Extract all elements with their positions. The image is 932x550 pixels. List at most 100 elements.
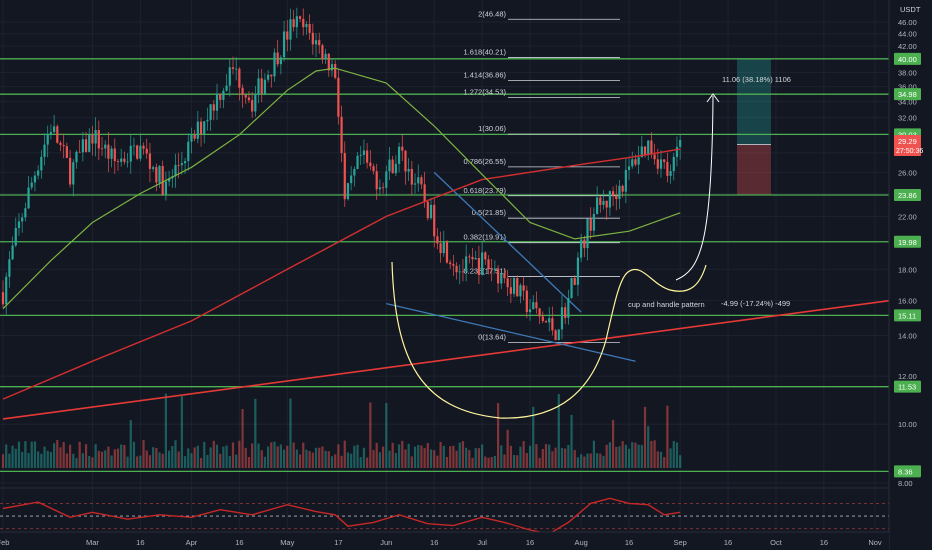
candle-body <box>152 167 155 169</box>
candle-body <box>535 302 538 309</box>
candle-body <box>653 154 656 160</box>
candle-body <box>487 259 490 270</box>
time-axis-background <box>0 532 889 550</box>
time-tick-label: 16 <box>724 538 732 547</box>
level-price-tag-label: 23.86 <box>898 191 917 200</box>
volume-bar <box>171 446 174 468</box>
volume-bar <box>145 450 148 468</box>
candle-body <box>107 144 110 159</box>
trendline-down-channel-lower[interactable] <box>386 303 636 362</box>
pattern-drawings[interactable] <box>391 93 720 419</box>
candle-body <box>461 271 465 273</box>
volume-bar <box>404 449 407 468</box>
volume-bar <box>49 452 53 468</box>
candle-body <box>263 79 267 94</box>
volume-bar <box>522 441 525 468</box>
price-axis[interactable]: 46.00 44.00 42.00 40.00 38.00 36.00 34.00 32.00… <box>888 0 932 550</box>
time-tick-label: 16 <box>430 538 438 547</box>
candle-body <box>624 169 627 192</box>
candle-body <box>238 68 241 88</box>
volume-bar <box>334 454 337 468</box>
volume-bar <box>33 441 37 468</box>
candle-body <box>375 171 378 190</box>
volume-bar <box>174 440 177 468</box>
volume-bar <box>385 402 388 468</box>
candle-body <box>334 64 337 78</box>
volume-bar <box>573 449 576 468</box>
volume-bar <box>487 457 490 468</box>
candle-body <box>209 104 212 120</box>
volume-bar <box>608 442 611 468</box>
volume-bar <box>417 445 420 468</box>
volume-bar <box>493 455 496 468</box>
candle-body <box>465 256 468 272</box>
candle-body <box>235 68 238 70</box>
volume-bar <box>426 442 429 468</box>
cup-and-handle-curve[interactable] <box>391 261 707 419</box>
candle-body <box>84 139 88 152</box>
volume-bar <box>346 452 350 468</box>
volume-bar <box>158 452 161 468</box>
volume-bar <box>104 450 107 468</box>
level-price-tag <box>894 189 921 202</box>
candle-body <box>637 157 640 165</box>
price-tick-label: 34.00 <box>898 98 917 107</box>
candle-body <box>113 148 116 162</box>
candle-body <box>279 57 282 65</box>
volume-bar <box>621 441 624 468</box>
candle-body <box>471 256 474 260</box>
fib-level-label: 1.618(40.21) <box>463 47 506 56</box>
candle-body <box>484 252 487 260</box>
price-tick-label: 36.00 <box>898 83 917 92</box>
trendlines[interactable] <box>2 171 904 420</box>
candle-body <box>672 157 675 172</box>
volume-bar <box>161 453 164 468</box>
stop-label: -4.99 (-17.24%) -499 <box>721 299 790 308</box>
volume-bar <box>120 444 123 468</box>
candle-body <box>417 177 420 184</box>
candle-body <box>244 95 247 98</box>
projection-arrow[interactable] <box>675 95 714 281</box>
time-tick-label: 16 <box>625 538 633 547</box>
volume-bar <box>282 449 286 468</box>
candle-body <box>397 146 401 164</box>
fibonacci-extension[interactable]: 2(46.48) 1.618(40.21) 1.414(36.86) 1.272(34… <box>463 9 620 343</box>
price-tick-label: 32.00 <box>898 114 917 123</box>
volume-bar <box>359 457 362 468</box>
volume-bar <box>219 453 222 468</box>
price-tick-label: 8.00 <box>898 479 913 488</box>
long-position-tool[interactable] <box>737 58 771 196</box>
candle-body <box>139 145 142 159</box>
volume-bar <box>40 453 43 468</box>
volume-bar <box>640 444 643 468</box>
price-tick-label: 18.00 <box>898 265 917 274</box>
candle-body <box>8 259 11 277</box>
candle-body <box>286 31 289 40</box>
time-axis[interactable]: Feb Mar 16 Apr 16 May 17 Jun 16 Jul 16 Aug 16 Sep 16 Oc… <box>0 531 889 550</box>
candle-body <box>78 151 81 153</box>
candle-body <box>564 307 567 318</box>
candle-body <box>350 175 353 184</box>
volume-bar <box>241 409 244 468</box>
projection-arrow-head[interactable] <box>706 93 720 103</box>
trendline-long-support[interactable] <box>2 297 904 420</box>
price-tick-label: 44.00 <box>898 30 917 39</box>
trendline-down-channel-upper[interactable] <box>433 171 582 313</box>
volume-bar <box>260 450 263 468</box>
volume-bar <box>541 449 544 468</box>
candle-body <box>369 162 372 167</box>
volume-bar <box>289 398 292 468</box>
volume-bar <box>407 443 410 468</box>
candle-body <box>493 268 496 271</box>
volume-bar <box>382 446 385 468</box>
level-price-tag-label: 19.98 <box>898 238 917 247</box>
volume-bar <box>164 393 168 468</box>
volume-bar <box>30 441 33 468</box>
volume-bar <box>75 457 78 468</box>
candle-body <box>429 204 433 219</box>
candle-body <box>538 308 541 317</box>
volume-bar <box>193 447 196 468</box>
volume-bar <box>222 446 225 468</box>
candle-body <box>177 165 180 166</box>
